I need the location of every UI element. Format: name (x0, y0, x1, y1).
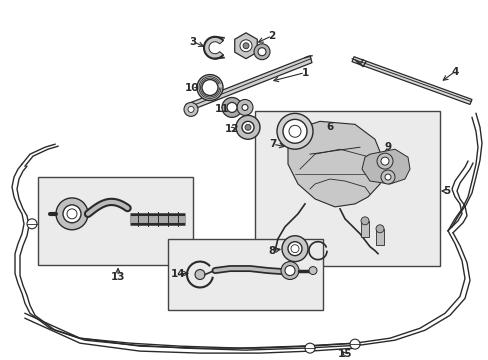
Text: 5: 5 (443, 186, 450, 196)
Circle shape (285, 266, 294, 275)
Text: 3: 3 (189, 37, 196, 47)
Circle shape (226, 103, 237, 112)
Circle shape (183, 103, 198, 116)
Wedge shape (203, 37, 223, 59)
Text: 4: 4 (450, 67, 458, 77)
Text: 2: 2 (268, 31, 275, 41)
Circle shape (288, 125, 301, 137)
Circle shape (240, 40, 251, 52)
Circle shape (380, 157, 388, 165)
Circle shape (290, 245, 298, 253)
Circle shape (360, 217, 368, 225)
Circle shape (195, 270, 204, 279)
Bar (38, 177, 193, 265)
Circle shape (243, 43, 248, 49)
Circle shape (276, 113, 312, 149)
Circle shape (287, 242, 302, 256)
Text: 10: 10 (184, 82, 199, 93)
Circle shape (281, 262, 298, 279)
Bar (360, 221, 368, 237)
Text: 8: 8 (268, 246, 275, 256)
Circle shape (197, 75, 223, 100)
Circle shape (242, 121, 253, 133)
Circle shape (375, 225, 383, 233)
Circle shape (63, 205, 81, 223)
Text: 9: 9 (384, 142, 391, 152)
Text: 14: 14 (170, 269, 185, 279)
Circle shape (56, 198, 88, 230)
Circle shape (242, 104, 247, 111)
Circle shape (376, 153, 392, 169)
Circle shape (237, 99, 252, 116)
Bar (375, 229, 383, 245)
Circle shape (308, 266, 316, 275)
Circle shape (187, 107, 194, 112)
Polygon shape (351, 57, 471, 104)
Circle shape (349, 339, 359, 349)
Text: 12: 12 (224, 124, 239, 134)
Circle shape (305, 343, 314, 353)
Text: 13: 13 (110, 271, 125, 282)
Text: 1: 1 (301, 68, 308, 78)
Polygon shape (361, 149, 409, 184)
Polygon shape (185, 56, 311, 111)
Text: 11: 11 (214, 104, 229, 114)
Circle shape (384, 174, 390, 180)
Polygon shape (234, 33, 257, 59)
Text: 6: 6 (325, 122, 333, 132)
Circle shape (244, 124, 250, 130)
Circle shape (222, 98, 242, 117)
Circle shape (67, 209, 77, 219)
Polygon shape (287, 121, 384, 207)
Circle shape (27, 219, 37, 229)
Circle shape (282, 236, 307, 262)
Text: 7: 7 (269, 139, 276, 149)
Bar (168, 239, 323, 310)
Circle shape (258, 48, 265, 56)
Circle shape (380, 170, 394, 184)
Circle shape (253, 44, 269, 60)
Circle shape (283, 120, 306, 143)
Bar (254, 111, 439, 266)
Circle shape (202, 80, 218, 95)
Circle shape (236, 116, 260, 139)
Text: 15: 15 (337, 349, 351, 359)
